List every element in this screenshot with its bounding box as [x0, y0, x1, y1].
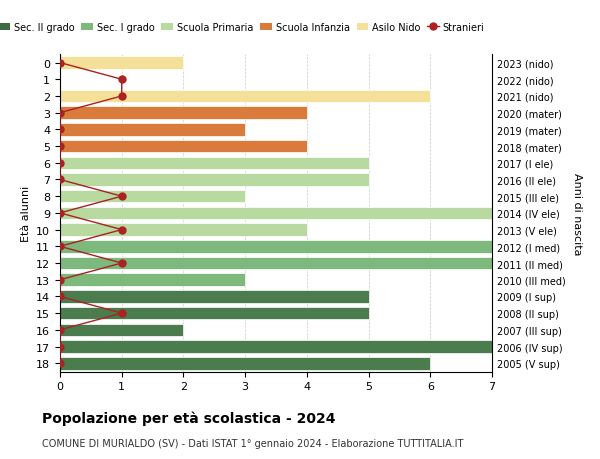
Bar [60, 107, 307, 120]
Bar [60, 307, 368, 320]
Bar [60, 90, 430, 103]
Bar [60, 190, 245, 203]
Bar [60, 140, 307, 153]
Bar [60, 257, 492, 270]
Y-axis label: Età alunni: Età alunni [20, 185, 31, 241]
Text: COMUNE DI MURIALDO (SV) - Dati ISTAT 1° gennaio 2024 - Elaborazione TUTTITALIA.I: COMUNE DI MURIALDO (SV) - Dati ISTAT 1° … [42, 438, 463, 448]
Bar [60, 341, 492, 353]
Bar [60, 357, 430, 369]
Legend: Sec. II grado, Sec. I grado, Scuola Primaria, Scuola Infanzia, Asilo Nido, Stran: Sec. II grado, Sec. I grado, Scuola Prim… [0, 19, 488, 37]
Bar [60, 274, 245, 286]
Bar [60, 124, 245, 136]
Bar [60, 241, 492, 253]
Y-axis label: Anni di nascita: Anni di nascita [572, 172, 582, 255]
Bar [60, 207, 492, 220]
Bar [60, 224, 307, 236]
Bar [60, 57, 184, 70]
Bar [60, 174, 368, 186]
Bar [60, 291, 368, 303]
Text: Popolazione per età scolastica - 2024: Popolazione per età scolastica - 2024 [42, 411, 335, 425]
Bar [60, 157, 368, 170]
Bar [60, 324, 184, 336]
